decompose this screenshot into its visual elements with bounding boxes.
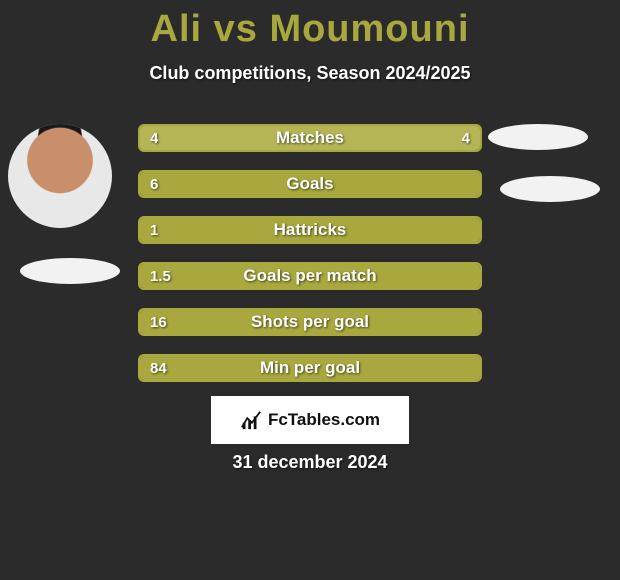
stat-label: Min per goal [140, 356, 480, 380]
player-name-pill-right-2 [500, 176, 600, 202]
stat-label: Goals [140, 172, 480, 196]
stat-bar: 1Hattricks [138, 216, 482, 244]
stat-bar: 44Matches [138, 124, 482, 152]
date-text: 31 december 2024 [0, 452, 620, 473]
fctables-logo[interactable]: FcTables.com [211, 396, 409, 444]
stat-bar: 16Shots per goal [138, 308, 482, 336]
logo-text: FcTables.com [268, 410, 380, 430]
chart-icon [240, 409, 262, 431]
avatar-face-icon [8, 124, 112, 228]
player-avatar-left [8, 124, 112, 228]
stat-bar: 84Min per goal [138, 354, 482, 382]
stat-bar: 6Goals [138, 170, 482, 198]
stat-bar: 1.5Goals per match [138, 262, 482, 290]
stat-label: Shots per goal [140, 310, 480, 334]
subtitle: Club competitions, Season 2024/2025 [0, 63, 620, 84]
stat-label: Matches [140, 126, 480, 150]
stat-label: Hattricks [140, 218, 480, 242]
player-name-pill-left [20, 258, 120, 284]
comparison-bars: 44Matches 6Goals 1Hattricks 1.5Goals per ma… [138, 124, 482, 400]
player-name-pill-right-1 [488, 124, 588, 150]
page-title: Ali vs Moumouni [0, 0, 620, 51]
stat-label: Goals per match [140, 264, 480, 288]
